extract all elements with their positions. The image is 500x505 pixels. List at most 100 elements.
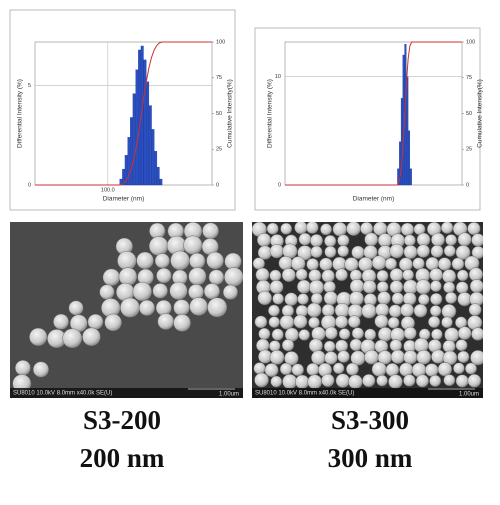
particle [337, 245, 350, 257]
particle [224, 252, 242, 271]
particle [224, 267, 243, 287]
particle [440, 222, 454, 234]
particle [321, 269, 335, 283]
particle [152, 283, 168, 299]
particle [384, 257, 397, 270]
particle [403, 245, 418, 260]
particle [284, 292, 298, 307]
particle [402, 269, 414, 281]
particle [156, 267, 172, 284]
particle [294, 222, 308, 235]
particle [282, 374, 298, 390]
particle [255, 267, 270, 282]
particle [430, 244, 444, 258]
particle [298, 232, 312, 246]
particle [173, 299, 190, 316]
particle [469, 279, 483, 294]
particle [403, 374, 416, 387]
particle [202, 222, 219, 240]
particle [390, 349, 405, 364]
particle [323, 291, 338, 306]
y2-tick-label: 50 [466, 111, 472, 117]
y2-tick-label: 100 [216, 39, 225, 45]
particle [451, 257, 465, 271]
particle [293, 314, 308, 329]
bar [130, 117, 134, 186]
particle [271, 328, 284, 341]
particle [388, 374, 403, 389]
particle [415, 374, 429, 388]
particle [416, 349, 432, 365]
particle [387, 316, 400, 329]
particle [453, 362, 465, 375]
particle [371, 255, 387, 271]
particle [14, 359, 31, 376]
particle [118, 267, 138, 286]
particle [399, 362, 414, 377]
particle [324, 235, 337, 248]
particle [442, 269, 457, 284]
y-tick-label: 0 [278, 182, 281, 188]
particle [376, 269, 389, 282]
particle [402, 292, 417, 306]
particle [431, 328, 443, 341]
y-tick-label: 5 [28, 83, 31, 89]
particle [351, 245, 365, 260]
particle [256, 232, 272, 248]
particle [403, 234, 416, 247]
particle [291, 363, 305, 377]
particle [310, 234, 324, 248]
particle [269, 244, 284, 259]
particle [337, 234, 350, 247]
particle [104, 313, 122, 332]
particle [332, 222, 348, 237]
particle [334, 315, 349, 329]
particle [189, 252, 206, 270]
particle [206, 251, 224, 270]
particle [349, 338, 363, 352]
particle [389, 339, 403, 352]
particle [169, 281, 188, 300]
particle [441, 316, 453, 329]
particle [297, 293, 309, 305]
particle [362, 279, 377, 294]
particle [305, 222, 319, 234]
particle [323, 340, 336, 353]
particle [470, 350, 483, 366]
particle [29, 327, 48, 347]
particle [443, 374, 456, 387]
particle [361, 303, 377, 319]
bar [409, 168, 412, 186]
particle [321, 303, 335, 317]
micrograph: SU8010 10.0kV 8.0mm x40.0k SE(U) 1.00um [252, 222, 483, 398]
y-axis-label: Differential Intensity (%) [267, 79, 274, 148]
particle [364, 349, 379, 365]
particle [346, 362, 359, 376]
particle [347, 315, 361, 329]
particle [430, 280, 442, 293]
particle [120, 297, 140, 318]
particle [268, 316, 281, 328]
particle [412, 257, 425, 270]
particle [429, 305, 442, 317]
particle [298, 329, 310, 341]
bar [156, 166, 160, 186]
particle [264, 363, 279, 378]
particle [148, 236, 169, 256]
particle [308, 316, 320, 329]
particle [416, 244, 430, 258]
particle [207, 297, 228, 318]
y2-tick-label: 75 [216, 75, 222, 81]
particle [173, 314, 191, 332]
particle [457, 232, 472, 247]
particle [87, 313, 104, 330]
particle [138, 299, 156, 316]
particle [295, 374, 310, 390]
particle [335, 268, 348, 282]
particle [332, 362, 345, 375]
particle [362, 374, 376, 388]
particle [415, 279, 431, 295]
particle [431, 232, 445, 247]
particle [346, 222, 361, 236]
